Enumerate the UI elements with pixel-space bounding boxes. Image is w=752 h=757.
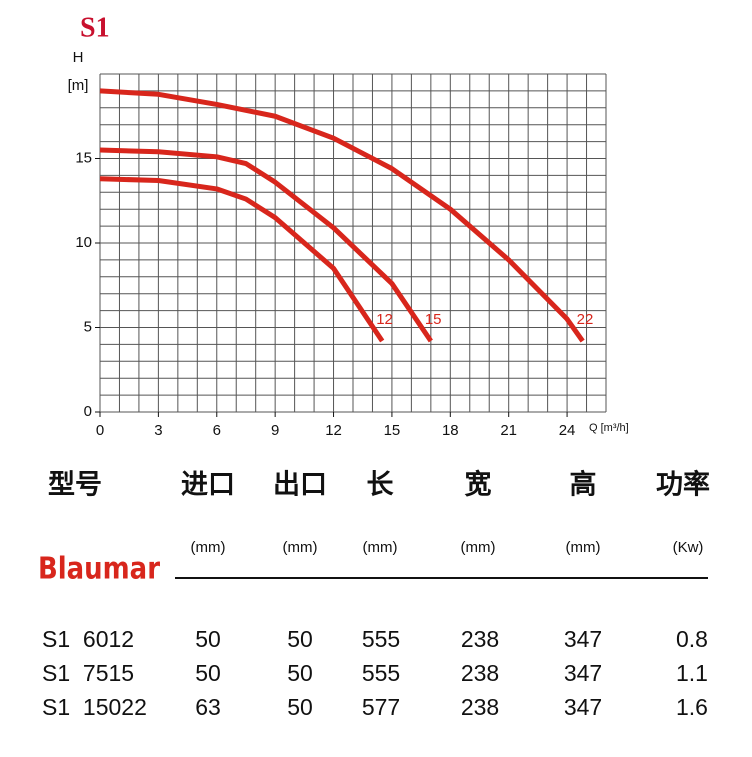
table-cell: 347 [564,660,602,686]
unit-label: (mm) [461,539,496,556]
x-axis-label: Q [m³/h] [589,422,629,434]
x-tick-label: 9 [271,422,279,439]
column-header: 宽 [465,469,492,501]
x-tick-label: 15 [384,422,401,439]
column-header: 型号 [48,470,102,501]
table-cell: 63 [195,694,221,720]
table-cell: 555 [362,660,400,686]
y-tick-label: 10 [75,234,92,251]
table-cell: 347 [564,694,602,720]
table-cell: 555 [362,626,400,652]
x-tick-label: 18 [442,422,459,439]
column-header: 进口 [181,470,235,501]
y-tick-label: 0 [84,403,92,420]
model-cell: S1 6012 [42,626,134,652]
y-axis-unit: [m] [68,77,89,94]
table-cell: 1.1 [676,660,708,686]
table-cell: 50 [195,660,221,686]
column-header: 长 [367,470,395,501]
x-tick-label: 6 [213,422,221,439]
unit-label: (mm) [283,539,318,556]
table-cell: 50 [195,626,221,652]
chart-title: S1 [80,12,110,43]
table-cell: 50 [287,626,313,652]
y-axis-label: H [73,49,84,66]
column-header: 功率 [656,469,710,501]
table-cell: 0.8 [676,626,708,652]
series-label: 15 [425,311,442,328]
table-cell: 238 [461,626,499,652]
model-cell: S1 7515 [42,660,134,686]
table-cell: 238 [461,660,499,686]
y-tick-label: 15 [75,149,92,166]
table-cell: 577 [362,694,400,720]
series-label: 22 [577,311,594,328]
model-cell: S1 15022 [42,694,147,720]
table-cell: 238 [461,694,499,720]
x-tick-label: 21 [500,422,517,439]
x-tick-label: 0 [96,422,104,439]
curve [99,88,585,343]
brand: Blaumar [38,552,160,587]
column-header: 出口 [273,470,327,501]
curve [99,147,433,343]
table-cell: 347 [564,626,602,652]
table-cell: 50 [287,694,313,720]
x-tick-label: 24 [559,422,576,439]
curve [99,176,385,343]
column-header: 高 [570,469,597,501]
series-label: 12 [376,311,393,328]
unit-label: (mm) [566,539,601,556]
unit-label: (Kw) [673,539,704,556]
y-tick-label: 5 [84,318,92,335]
unit-label: (mm) [363,539,398,556]
x-tick-label: 3 [154,422,162,439]
unit-label: (mm) [191,539,226,556]
table-cell: 50 [287,660,313,686]
x-tick-label: 12 [325,422,342,439]
table-cell: 1.6 [676,694,708,720]
